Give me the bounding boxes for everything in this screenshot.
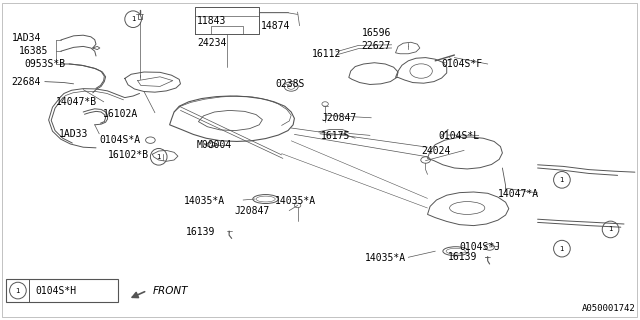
Text: 0104S*H: 0104S*H (35, 285, 76, 296)
Text: 1: 1 (559, 177, 564, 183)
Text: 16102*B: 16102*B (108, 149, 148, 160)
Text: 16139: 16139 (186, 227, 215, 237)
Text: 0104S*J: 0104S*J (460, 242, 500, 252)
Text: 1AD33: 1AD33 (59, 129, 88, 139)
Text: 1: 1 (608, 227, 613, 232)
Text: 22684: 22684 (12, 76, 41, 87)
Text: 14035*A: 14035*A (275, 196, 316, 206)
Text: 1: 1 (559, 246, 564, 252)
Text: 16102A: 16102A (102, 108, 138, 119)
Text: 14874: 14874 (261, 21, 291, 31)
Text: 22627: 22627 (362, 41, 391, 51)
Text: 1: 1 (131, 16, 136, 22)
Text: 14047*A: 14047*A (498, 188, 539, 199)
Text: J20847: J20847 (234, 206, 269, 216)
Text: 16385: 16385 (19, 46, 49, 56)
Text: 14035*A: 14035*A (184, 196, 225, 206)
Text: 24024: 24024 (421, 146, 451, 156)
Text: 24234: 24234 (197, 37, 227, 48)
Text: FRONT: FRONT (152, 285, 188, 296)
Text: A050001742: A050001742 (582, 304, 636, 313)
Text: 1AD34: 1AD34 (12, 33, 41, 44)
Text: 14035*A: 14035*A (365, 253, 406, 263)
Text: 14047*B: 14047*B (56, 97, 97, 108)
Text: M00004: M00004 (197, 140, 232, 150)
Text: 16175: 16175 (321, 131, 351, 141)
Text: 0104S*L: 0104S*L (438, 131, 479, 141)
Text: 1: 1 (156, 154, 161, 160)
Text: 0104S*A: 0104S*A (99, 135, 140, 146)
Text: 1: 1 (15, 288, 20, 293)
Text: 16596: 16596 (362, 28, 391, 38)
Text: 11843: 11843 (197, 16, 227, 26)
Text: 0238S: 0238S (275, 79, 305, 90)
Text: 16139: 16139 (448, 252, 477, 262)
Text: J20847: J20847 (321, 113, 356, 123)
Text: 16112: 16112 (312, 49, 342, 59)
Text: 0104S*F: 0104S*F (442, 59, 483, 69)
Text: 0953S*B: 0953S*B (24, 59, 65, 69)
